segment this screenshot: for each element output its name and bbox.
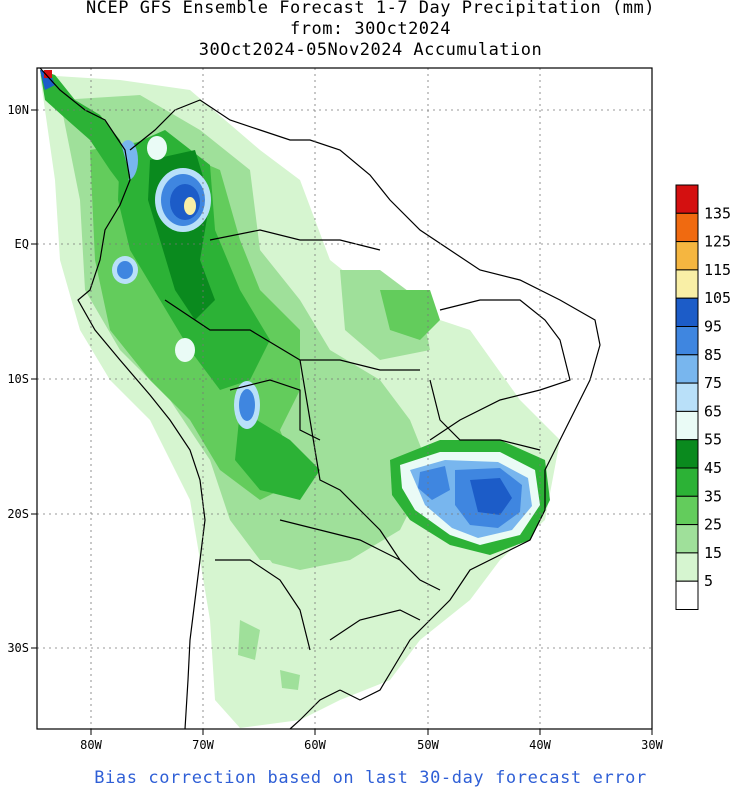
lon-label-40w: 40W [529, 738, 551, 752]
legend-swatch [675, 241, 699, 271]
legend-swatch [675, 326, 699, 356]
map-frame [36, 67, 653, 730]
legend-swatch [675, 410, 699, 441]
legend-label: 65 [704, 402, 722, 420]
lon-label-30w: 30W [641, 738, 663, 752]
legend-swatch [675, 467, 699, 497]
legend-label: 125 [704, 233, 731, 251]
axis-ticks [31, 109, 653, 735]
lon-label-50w: 50W [417, 738, 439, 752]
lon-label-60w: 60W [304, 738, 326, 752]
forecast-start-date: from: 30Oct2024 [289, 19, 452, 39]
lat-label-20s: 20S [7, 507, 29, 521]
legend-swatch [675, 354, 699, 384]
legend-colorbar [675, 184, 699, 611]
legend-swatch [675, 580, 699, 611]
legend-label: 105 [704, 289, 731, 307]
legend-label: 25 [704, 516, 722, 534]
legend-swatch [675, 382, 699, 412]
lat-label-10n: 10N [7, 103, 29, 117]
legend-swatch [675, 297, 699, 328]
map-title: NCEP GFS Ensemble Forecast 1-7 Day Preci… [86, 0, 655, 18]
legend-label: 135 [704, 204, 731, 222]
lon-label-80w: 80W [80, 738, 102, 752]
legend-swatch [675, 269, 699, 299]
lat-label-eq: EQ [15, 237, 29, 251]
legend-swatch [675, 184, 699, 214]
legend-label: 95 [704, 318, 722, 336]
legend-swatch [675, 439, 699, 469]
accumulation-period: 30Oct2024-05Nov2024 Accumulation [198, 40, 543, 60]
lon-label-70w: 70W [192, 738, 214, 752]
coastline-borders [39, 68, 601, 729]
legend-labels: 135 125 115 105 95 85 75 65 55 45 35 25 15 5 [704, 204, 731, 590]
legend-swatch [675, 495, 699, 526]
legend-label: 35 [704, 487, 722, 505]
lat-label-10s: 10S [7, 372, 29, 386]
legend-label: 55 [704, 431, 722, 449]
legend-label: 75 [704, 374, 722, 392]
legend-label: 45 [704, 459, 722, 477]
legend-swatch [675, 552, 699, 582]
legend-label: 5 [704, 572, 713, 590]
legend-swatch [675, 212, 699, 243]
legend-label: 85 [704, 346, 722, 364]
legend-swatch [675, 524, 699, 554]
lat-label-30s: 30S [7, 641, 29, 655]
legend-label: 15 [704, 544, 722, 562]
bias-correction-note: Bias correction based on last 30-day for… [94, 768, 647, 788]
legend-label: 115 [704, 261, 731, 279]
graticule [37, 68, 652, 729]
